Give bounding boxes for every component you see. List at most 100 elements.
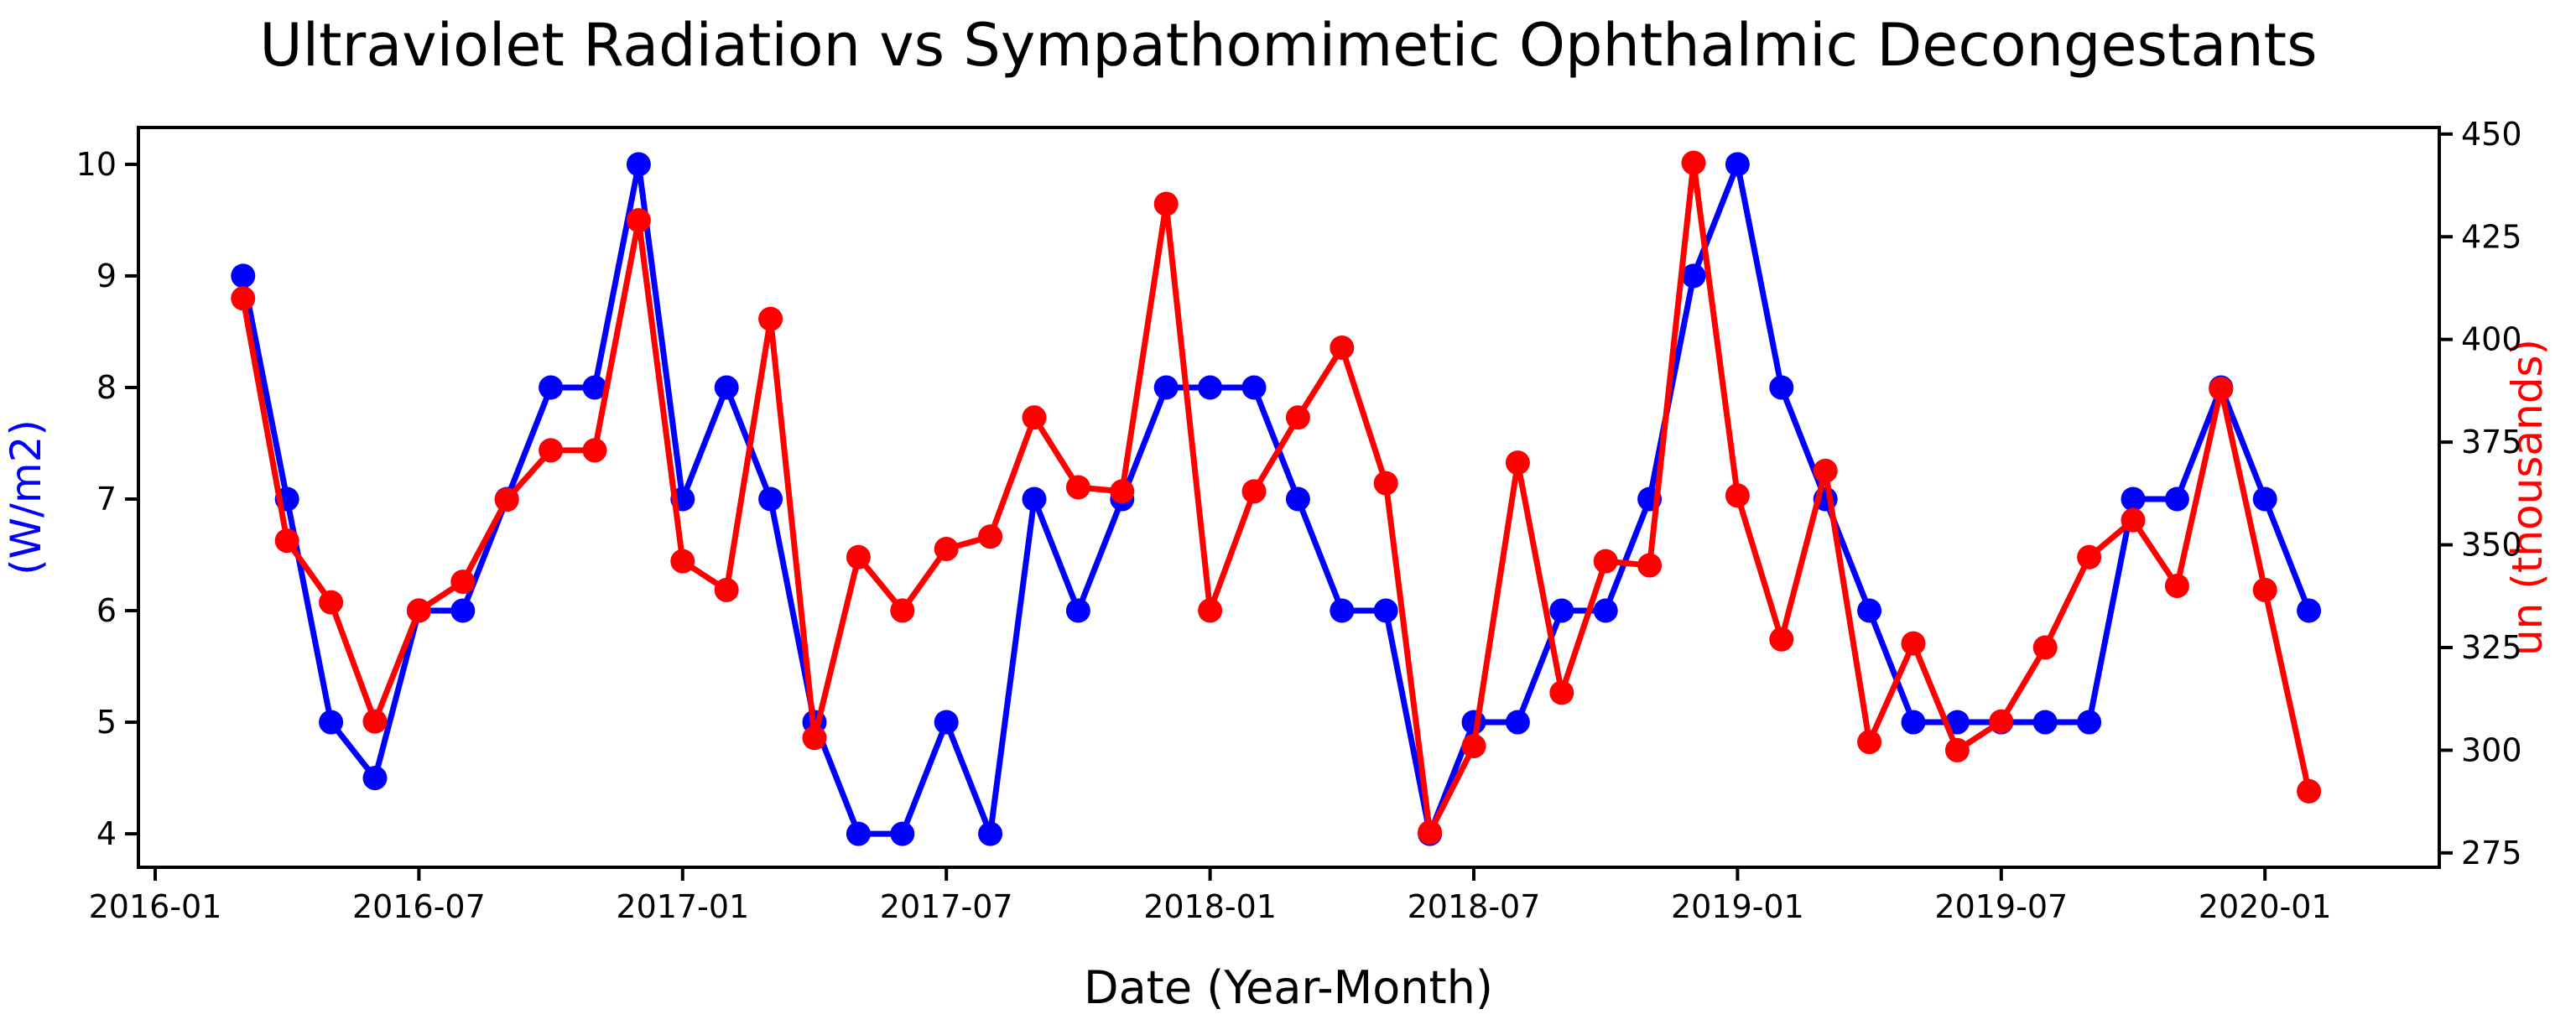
axes-layer: 2016-01 2016-07 2017-01 2017-07 2018-01 2018-…: [76, 116, 2522, 925]
uv-series-point: [1153, 375, 1179, 400]
x-tick-label: 2020-01: [2199, 888, 2332, 925]
uv-series-point: [539, 375, 564, 400]
uv-series-point: [846, 821, 871, 846]
decongestant-series-point: [274, 528, 299, 554]
uv-series-point: [1593, 598, 1618, 623]
uv-series-point: [1681, 263, 1706, 289]
decongestant-series-point: [2077, 544, 2102, 570]
x-tick-label: 2018-01: [1143, 888, 1277, 925]
y-left-tick-label: 4: [96, 815, 117, 852]
y-right-tick-label: 325: [2461, 629, 2522, 666]
decongestant-series-point: [1813, 458, 1838, 483]
y-right-tick-label: 350: [2461, 527, 2522, 564]
decongestant-series-point: [362, 709, 388, 734]
x-tick-label: 2016-01: [89, 888, 222, 925]
decongestant-series-point: [758, 306, 783, 331]
decongestant-series-point: [1198, 598, 1223, 623]
uv-series-point: [2164, 486, 2189, 512]
uv-series-point: [1857, 598, 1882, 623]
uv-series-point: [1241, 375, 1267, 400]
uv-series-point: [2121, 486, 2146, 512]
uv-series-point: [1198, 375, 1223, 400]
decongestant-series-point: [406, 598, 431, 623]
y-right-tick-label: 450: [2461, 116, 2522, 153]
decongestant-series-point: [1065, 475, 1090, 500]
uv-series-point: [1065, 598, 1090, 623]
series-layer: [231, 150, 2322, 846]
decongestant-series-point: [1593, 549, 1618, 574]
y-right-tick-label: 375: [2461, 424, 2522, 460]
decongestant-series-point: [1944, 737, 1970, 762]
x-tick-label: 2019-07: [1934, 888, 2068, 925]
y-right-tick-label: 300: [2461, 731, 2522, 768]
uv-series-point: [319, 710, 344, 735]
x-tick-label: 2016-07: [352, 888, 486, 925]
uv-series-point: [1901, 710, 1926, 735]
decongestant-series-point: [1681, 150, 1706, 175]
decongestant-series-point: [802, 726, 827, 751]
decongestant-series-point: [231, 286, 256, 311]
uv-series-point: [1549, 598, 1574, 623]
decongestant-series-point: [1637, 553, 1663, 578]
x-axis-label: Date (Year-Month): [1084, 961, 1493, 1014]
decongestant-series-point: [626, 208, 651, 233]
decongestant-series-point: [2121, 507, 2146, 533]
y-left-tick-label: 9: [96, 258, 117, 294]
uv-series-point: [978, 821, 1003, 846]
decongestant-series-point: [494, 487, 519, 512]
decongestant-series-point: [1901, 631, 1926, 656]
decongestant-series-point: [1725, 483, 1750, 508]
decongestant-series-point: [1110, 479, 1135, 504]
uv-series-point: [714, 375, 739, 400]
decongestant-series-point: [2252, 577, 2277, 602]
uv-series-point: [1505, 710, 1530, 735]
uv-series-point: [1285, 486, 1310, 512]
uv-series-point: [1725, 152, 1750, 177]
uv-series-point: [231, 263, 256, 289]
y-right-tick-label: 275: [2461, 835, 2522, 871]
decongestant-series-point: [2297, 778, 2322, 804]
y-right-tick-label: 400: [2461, 321, 2522, 358]
decongestant-series-point: [1769, 627, 1794, 652]
decongestant-series-point: [1461, 734, 1486, 759]
y-left-tick-label: 8: [96, 369, 117, 406]
decongestant-series-point: [1549, 680, 1574, 705]
uv-series-point: [362, 766, 388, 791]
uv-series-point: [582, 375, 607, 400]
decongestant-series-point: [1330, 335, 1355, 360]
y-left-tick-label: 7: [96, 481, 117, 518]
chart-title: Ultraviolet Radiation vs Sympathomimetic…: [259, 11, 2317, 80]
uv-series-point: [890, 821, 915, 846]
decongestant-series-point: [1285, 405, 1310, 430]
decongestant-series-point: [2164, 574, 2189, 599]
decongestant-series-point: [934, 536, 959, 561]
decongestant-series-point: [450, 570, 476, 595]
decongestant-series-point: [1241, 479, 1267, 504]
plot-border: [137, 126, 2441, 869]
decongestant-series-point: [670, 549, 695, 574]
uv-series-point: [2077, 710, 2102, 735]
decongestant-series-point: [319, 590, 344, 615]
y-left-tick-label: 6: [96, 592, 117, 629]
x-tick-label: 2019-01: [1671, 888, 1804, 925]
decongestant-series-point: [1373, 471, 1398, 496]
decongestant-series-point: [1022, 405, 1047, 430]
decongestant-series-point: [714, 577, 739, 602]
decongestant-series-point: [1153, 191, 1179, 216]
decongestant-series-point: [1857, 730, 1882, 755]
uv-series-point: [1022, 486, 1047, 512]
x-tick-label: 2017-07: [880, 888, 1013, 925]
uv-series-point: [2252, 486, 2277, 512]
decongestant-series-point: [539, 438, 564, 463]
uv-series-point: [450, 598, 476, 623]
uv-series-point: [758, 486, 783, 512]
uv-series-point: [2032, 710, 2058, 735]
x-tick-label: 2018-07: [1408, 888, 1541, 925]
y-right-tick-label: 425: [2461, 218, 2522, 255]
decongestant-series-point: [582, 438, 607, 463]
decongestant-series-point: [978, 524, 1003, 549]
y-axis-label-left: (W/m2): [2, 419, 50, 575]
